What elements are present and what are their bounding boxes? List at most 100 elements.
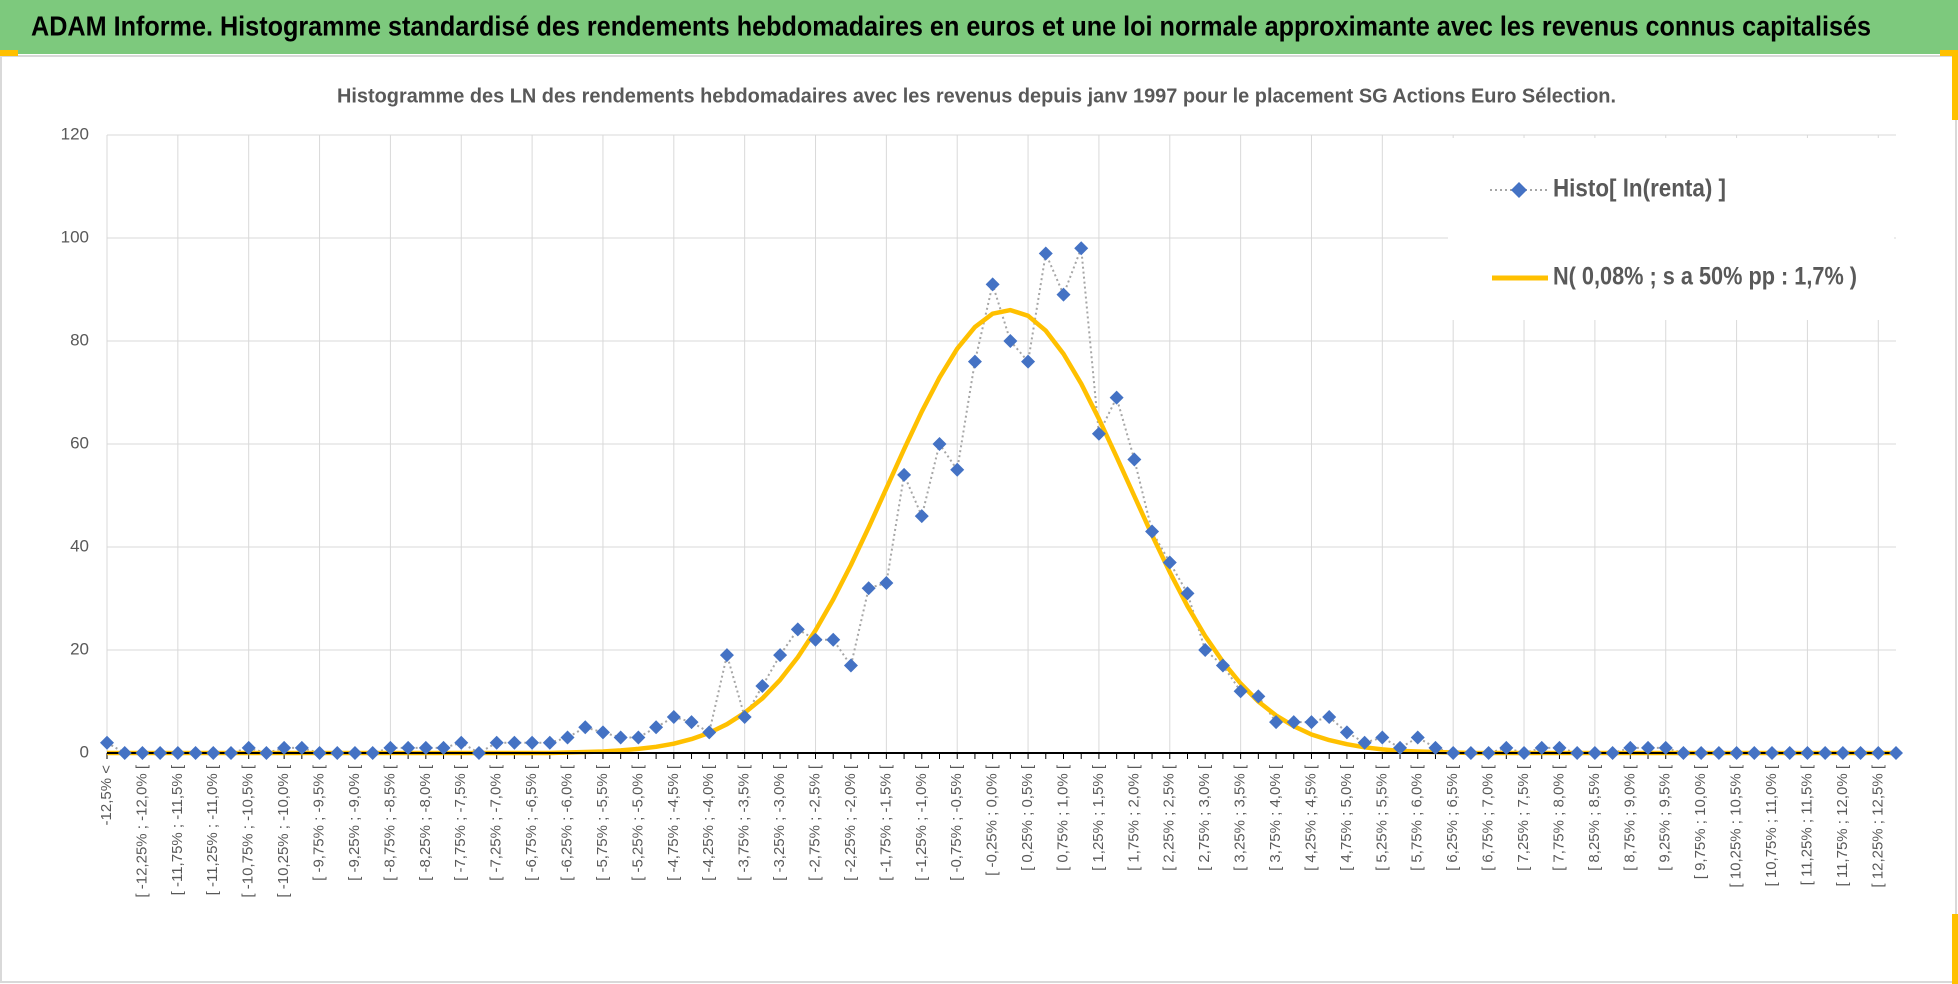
data-point: [1463, 746, 1478, 760]
data-point: [1552, 740, 1567, 755]
data-point: [294, 740, 309, 755]
page-title: ADAM Informe. Histogramme standardisé de…: [31, 10, 1871, 41]
x-tick-label: [ -11,25% ; -11,0% [: [204, 764, 221, 895]
data-point: [471, 746, 486, 760]
data-point: [330, 746, 345, 760]
data-point: [507, 735, 522, 750]
x-tick-label: [ -8,75% ; -8,5% [: [381, 764, 398, 881]
x-tick-label: [ 5,75% ; 6,0% [: [1409, 764, 1426, 871]
x-tick-label: [ 1,25% ; 1,5% [: [1090, 764, 1107, 871]
x-tick-label: [ -6,25% ; -6,0% [: [559, 764, 576, 881]
y-tick-label: 40: [70, 536, 89, 555]
x-tick-label: [ 6,75% ; 7,0% [: [1480, 764, 1497, 871]
data-point: [595, 725, 610, 740]
data-point: [418, 740, 433, 755]
chart-frame: [0, 55, 1957, 983]
x-tick-label: [ -5,75% ; -5,5% [: [594, 764, 611, 881]
data-point: [1357, 735, 1372, 750]
data-point: [1587, 746, 1602, 760]
x-tick-label: [ -11,75% ; -11,5% [: [169, 764, 186, 895]
data-point: [489, 735, 504, 750]
x-tick-label: [ 1,75% ; 2,0% [: [1125, 764, 1142, 871]
x-tick-label: [ -9,25% ; -9,0% [: [346, 764, 363, 881]
data-point: [790, 622, 805, 637]
data-point: [401, 740, 416, 755]
data-point: [347, 746, 362, 760]
data-point: [1623, 740, 1638, 755]
y-tick-label: 20: [70, 639, 89, 658]
x-tick-label: [ 4,75% ; 5,0% [: [1338, 764, 1355, 871]
data-point: [985, 277, 1000, 292]
x-tick-label: [ -10,25% ; -10,0% [: [275, 764, 292, 897]
x-tick-label: [ -3,75% ; -3,5% [: [736, 764, 753, 881]
data-point: [1180, 586, 1195, 601]
x-tick-label: [ 3,25% ; 3,5% [: [1232, 764, 1249, 871]
data-point: [1003, 334, 1018, 348]
data-point: [1605, 746, 1620, 760]
data-point: [1800, 746, 1815, 760]
header-bar: [0, 0, 1958, 54]
x-tick-label: [ -5,25% ; -5,0% [: [629, 764, 646, 881]
x-tick-label: [ -0,25% ; 0,0% [: [984, 764, 1001, 876]
corner: [1952, 914, 1958, 984]
x-tick-label: [ 2,75% ; 3,0% [: [1196, 764, 1213, 871]
x-tick-label: [ -7,75% ; -7,5% [: [452, 764, 469, 881]
data-point: [1676, 746, 1691, 760]
data-point: [826, 632, 841, 647]
data-point: [843, 658, 858, 673]
corner: [0, 50, 18, 56]
legend-label: Histo[ ln(renta) ]: [1553, 175, 1726, 203]
legend-label: N( 0,08% ; s a 50% pp : 1,7% ): [1553, 263, 1857, 291]
data-point: [684, 715, 699, 730]
y-tick-label: 100: [61, 227, 89, 246]
data-point: [1304, 715, 1319, 730]
chart-title: Histogramme des LN des rendements hebdom…: [337, 85, 1616, 107]
data-point: [223, 746, 238, 760]
y-tick-label: 80: [70, 330, 89, 349]
corner: [1940, 50, 1958, 56]
x-tick-label: [ -1,25% ; -1,0% [: [913, 764, 930, 881]
x-tick-label: [ 0,25% ; 0,5% [: [1019, 764, 1036, 871]
x-tick-label: [ 7,25% ; 7,5% [: [1515, 764, 1532, 871]
data-point: [702, 725, 717, 740]
x-tick-label: [ 8,25% ; 8,5% [: [1586, 764, 1603, 871]
data-point: [1109, 390, 1124, 405]
data-point: [1145, 524, 1160, 539]
data-point: [1339, 725, 1354, 740]
data-point: [1818, 746, 1833, 760]
data-point: [454, 735, 469, 750]
data-point: [1375, 730, 1390, 745]
data-point: [1747, 746, 1762, 760]
data-point: [773, 648, 788, 663]
x-tick-label: [ 5,25% ; 5,5% [: [1373, 764, 1390, 871]
data-point: [755, 679, 770, 694]
data-point: [1021, 354, 1036, 369]
x-tick-label: [ 0,75% ; 1,0% [: [1054, 764, 1071, 871]
data-point: [117, 746, 132, 760]
x-tick-label: [ 10,25% ; 10,5% [: [1728, 764, 1745, 887]
data-point: [1853, 746, 1868, 760]
data-point: [383, 740, 398, 755]
data-point: [1162, 555, 1177, 570]
data-point: [1393, 740, 1408, 755]
data-point: [1322, 709, 1337, 724]
data-point: [1074, 241, 1089, 256]
x-tick-label: [ 2,25% ; 2,5% [: [1161, 764, 1178, 871]
data-point: [1570, 746, 1585, 760]
data-point: [1658, 740, 1673, 755]
x-tick-label: [ 11,25% ; 11,5% [: [1798, 764, 1815, 885]
data-point: [737, 709, 752, 724]
data-point: [950, 462, 965, 477]
data-point: [206, 746, 221, 760]
data-point: [1481, 746, 1496, 760]
data-point: [631, 730, 646, 745]
data-point: [1517, 746, 1532, 760]
x-tick-label: [ -4,75% ; -4,5% [: [665, 764, 682, 881]
data-point: [1198, 643, 1213, 657]
x-tick-label: [ 4,25% ; 4,5% [: [1302, 764, 1319, 871]
x-tick-label: [ 6,25% ; 6,5% [: [1444, 764, 1461, 871]
y-tick-label: 120: [61, 124, 89, 143]
data-point: [1446, 746, 1461, 760]
data-point: [649, 720, 664, 735]
x-tick-label: [ 9,75% ; 10,0% [: [1692, 764, 1709, 879]
